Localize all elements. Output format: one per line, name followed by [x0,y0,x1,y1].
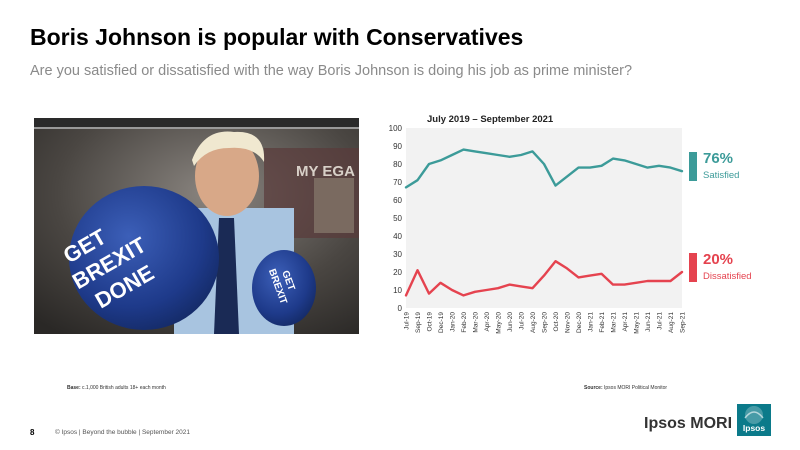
footer-text: © Ipsos | Beyond the bubble | September … [55,429,191,436]
satisfied-line [404,148,684,189]
x-tick-label: Jul-21 [657,312,664,330]
x-tick-label: Feb-21 [599,312,606,333]
brand-name: Ipsos MORI [644,415,733,432]
x-tick-label: Jul-19 [404,312,411,330]
x-tick-label: Feb-20 [461,312,468,333]
dissatisfied-percent: 20% [703,251,734,268]
x-axis: Jul-19 Sep-19 Oct-19 Dec-19 Jan-20 Feb-20 Mar-… [404,312,687,334]
x-tick-label: Apr-20 [484,312,491,332]
x-tick-label: Mar-21 [611,312,618,333]
x-tick-label: Jun-21 [645,312,652,332]
y-tick-label: 10 [393,286,402,295]
y-tick-label: 100 [389,124,403,133]
x-tick-label: Jan-21 [588,312,595,332]
satisfied-percent: 76% [703,150,734,168]
page-number: 8 [30,428,35,437]
source-text: Ipsos MORI Political Monitor [604,385,668,391]
x-tick-label: Dec-19 [438,312,445,333]
base-label: Base: [67,385,81,391]
left-glove [69,186,219,330]
x-tick-label: Oct-20 [553,312,560,332]
y-tick-label: 70 [393,178,402,187]
y-tick-label: 20 [393,268,402,277]
y-axis: 0 10 20 30 40 50 60 70 80 90 100 [389,124,403,313]
y-tick-label: 60 [393,196,402,205]
y-tick-label: 40 [393,232,402,241]
photo-boris-boxing: MY EGA GET BREXIT DONE GET BREXIT [34,118,359,334]
base-footnote: Base: c.1,000 British adults 18+ each mo… [67,385,166,391]
satisfied-label: Satisfied [703,170,740,182]
plot-area [406,128,682,308]
x-tick-label: Apr-21 [622,312,629,332]
base-text: c.1,000 British adults 18+ each month [82,385,166,391]
slide-subtitle: Are you satisfied or dissatisfied with t… [30,63,633,79]
logo-graphic: Ipsos [743,406,765,433]
y-tick-label: 80 [393,160,402,169]
x-tick-label: Nov-20 [565,312,572,333]
right-glove [252,250,316,326]
chart-period-label: July 2019 – September 2021 [427,114,554,125]
x-tick-label: May-21 [634,312,641,334]
x-tick-label: Aug-20 [530,312,537,333]
slide-title: Boris Johnson is popular with Conservati… [30,24,524,50]
y-tick-label: 0 [398,304,403,313]
series-lines [404,148,684,297]
source-label: Source: [584,385,603,391]
y-tick-label: 30 [393,250,402,259]
source-footnote: Source: Ipsos MORI Political Monitor [584,385,667,391]
approval-line-chart: 0 10 20 30 40 50 60 70 80 90 100 Jul-19 Sep-19 Oct-1… [389,124,687,334]
dissatisfied-legend-bar [689,253,697,282]
x-tick-label: May-20 [496,312,503,334]
dissatisfied-line [404,259,684,297]
wall-text: MY EGA [296,163,355,180]
x-tick-label: Jun-20 [507,312,514,332]
satisfied-legend-bar [689,152,697,182]
x-tick-label: Sep-19 [415,312,422,333]
x-tick-label: Jul-20 [519,312,526,330]
x-tick-label: Jan-20 [450,312,457,332]
y-tick-label: 50 [393,214,402,223]
x-tick-label: Aug-21 [668,312,675,333]
x-tick-label: Sep-21 [680,312,687,333]
x-tick-label: Oct-19 [427,312,434,332]
x-tick-label: Dec-20 [576,312,583,333]
y-tick-label: 90 [393,142,402,151]
logo-text: Ipsos [743,423,765,433]
x-tick-label: Mar-20 [473,312,480,333]
x-tick-label: Sep-20 [542,312,549,333]
dissatisfied-label: Dissatisfied [703,271,752,282]
ipsos-logo: Ipsos [737,404,771,436]
photo-illustration: MY EGA GET BREXIT DONE GET BREXIT [34,118,359,334]
